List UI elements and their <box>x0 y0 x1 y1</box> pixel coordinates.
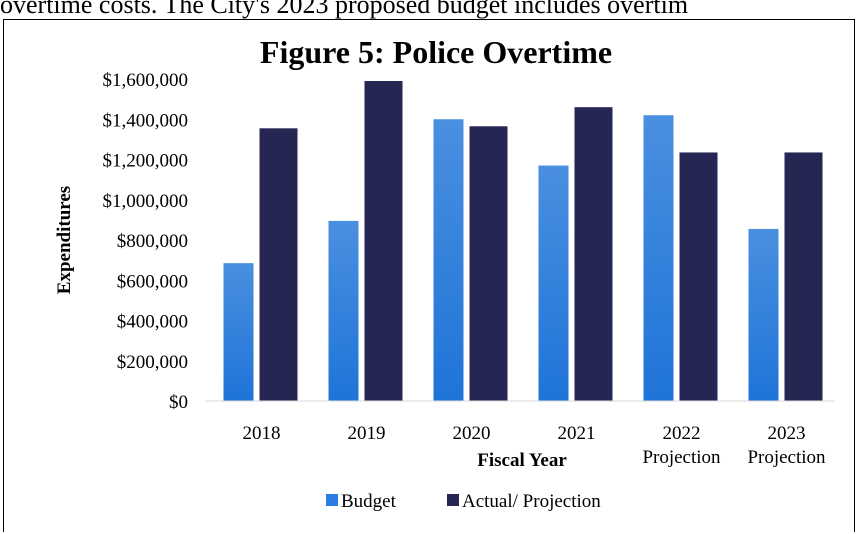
legend-swatch-actual <box>447 494 459 506</box>
y-tick-label: $200,000 <box>117 352 188 373</box>
bar-budget-2021 <box>538 165 569 401</box>
legend: Budget Actual/ Projection <box>326 491 601 512</box>
x-tick-label: 2018 <box>243 423 281 444</box>
y-tick-label: $600,000 <box>117 271 188 292</box>
bar-actual-2021 <box>574 107 613 402</box>
bar-budget-2019 <box>328 220 359 401</box>
x-tick-label: 2022 <box>663 423 701 444</box>
bar-budget-2023 <box>748 228 779 401</box>
x-tick-label: 2020 <box>453 423 491 444</box>
y-tick-label: $400,000 <box>117 312 188 333</box>
legend-swatch-budget <box>326 494 338 506</box>
y-axis-title: Expenditures <box>54 186 75 294</box>
clipped-paragraph-text: overtime costs. The City's 2023 proposed… <box>0 0 689 19</box>
chart-frame <box>3 19 855 532</box>
legend-label-actual: Actual/ Projection <box>462 491 601 512</box>
bar-actual-2018 <box>259 128 298 401</box>
bar-actual-2019 <box>364 81 403 401</box>
y-tick-label: $1,000,000 <box>103 191 189 212</box>
x-tick-label: 2021 <box>558 423 596 444</box>
chart-title: Figure 5: Police Overtime <box>260 34 612 70</box>
bar-budget-2022 <box>643 115 674 401</box>
x-tick-label: 2019 <box>348 423 386 444</box>
y-tick-label: $0 <box>169 392 188 413</box>
x-axis-title: Fiscal Year <box>477 450 567 471</box>
bar-budget-2020 <box>433 119 464 401</box>
y-tick-label: $1,400,000 <box>103 110 189 131</box>
x-tick-label: Projection <box>642 447 721 468</box>
y-tick-label: $1,600,000 <box>103 70 189 91</box>
x-tick-label: Projection <box>747 447 826 468</box>
y-tick-label: $800,000 <box>117 231 188 252</box>
y-tick-label: $1,200,000 <box>103 151 189 172</box>
bar-actual-2023 <box>784 152 823 401</box>
bar-budget-2018 <box>223 263 254 401</box>
x-tick-label: 2023 <box>768 423 806 444</box>
bar-actual-2020 <box>469 126 508 401</box>
legend-label-budget: Budget <box>341 491 397 512</box>
bar-actual-2022 <box>679 152 718 401</box>
